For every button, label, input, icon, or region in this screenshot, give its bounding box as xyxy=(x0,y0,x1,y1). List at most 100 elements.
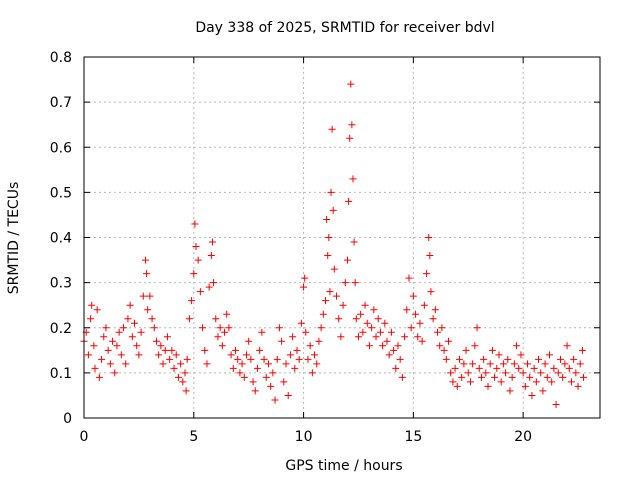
x-tick-label: 20 xyxy=(514,429,532,445)
data-point xyxy=(280,378,288,386)
data-point xyxy=(170,364,178,372)
data-point xyxy=(451,364,459,372)
data-point xyxy=(385,351,393,359)
data-point xyxy=(120,324,128,332)
grid xyxy=(84,57,600,418)
data-point xyxy=(229,364,237,372)
data-point xyxy=(392,364,400,372)
data-point xyxy=(372,333,380,341)
data-point xyxy=(191,220,199,228)
x-axis-label: GPS time / hours xyxy=(285,458,402,474)
y-tick-label: 0.4 xyxy=(50,231,72,247)
data-point xyxy=(429,315,437,323)
data-point xyxy=(484,382,492,390)
data-point xyxy=(469,360,477,368)
data-point xyxy=(381,319,389,327)
data-point xyxy=(394,342,402,350)
data-point xyxy=(455,355,463,363)
data-point xyxy=(141,256,149,264)
data-point xyxy=(183,355,191,363)
data-point xyxy=(409,292,417,300)
data-point xyxy=(234,355,242,363)
data-point xyxy=(567,378,575,386)
data-point xyxy=(137,328,145,336)
data-point xyxy=(574,382,582,390)
data-point xyxy=(337,333,345,341)
data-point xyxy=(157,342,165,350)
data-point xyxy=(256,346,264,354)
data-point xyxy=(348,121,356,129)
y-tick-label: 0.3 xyxy=(50,276,72,292)
data-point xyxy=(104,346,112,354)
x-tick-label: 15 xyxy=(404,429,422,445)
data-point xyxy=(545,351,553,359)
data-point xyxy=(126,301,134,309)
data-point xyxy=(319,310,327,318)
data-point xyxy=(390,346,398,354)
data-point xyxy=(497,378,505,386)
data-point xyxy=(361,301,369,309)
data-point xyxy=(155,351,163,359)
data-point xyxy=(418,337,426,345)
data-point xyxy=(238,360,246,368)
y-tick-label: 0.7 xyxy=(50,95,72,111)
data-point xyxy=(295,355,303,363)
data-point xyxy=(486,360,494,368)
data-point xyxy=(232,346,240,354)
data-point xyxy=(563,342,571,350)
data-point xyxy=(576,360,584,368)
data-point xyxy=(131,319,139,327)
data-point xyxy=(148,315,156,323)
data-point xyxy=(502,369,510,377)
data-point xyxy=(335,315,343,323)
data-point xyxy=(495,351,503,359)
data-point xyxy=(282,360,290,368)
data-point xyxy=(98,355,106,363)
data-point xyxy=(210,279,218,287)
data-point xyxy=(146,292,154,300)
data-point xyxy=(343,256,351,264)
data-point xyxy=(510,360,518,368)
data-point xyxy=(414,333,422,341)
data-point xyxy=(539,387,547,395)
data-point xyxy=(128,333,136,341)
data-point xyxy=(423,270,431,278)
data-point xyxy=(269,369,277,377)
data-point xyxy=(387,328,395,336)
data-point xyxy=(376,328,384,336)
data-point xyxy=(357,310,365,318)
data-point xyxy=(556,355,564,363)
data-point xyxy=(143,270,151,278)
data-point xyxy=(323,215,331,223)
data-point xyxy=(322,297,330,305)
data-point xyxy=(565,364,573,372)
data-point xyxy=(291,364,299,372)
data-point xyxy=(442,355,450,363)
data-point xyxy=(190,270,198,278)
y-axis-label: SRMTID / TECUs xyxy=(6,182,22,295)
data-point xyxy=(214,333,222,341)
data-point xyxy=(530,364,538,372)
data-point xyxy=(177,360,185,368)
data-point xyxy=(548,378,556,386)
data-point xyxy=(554,369,562,377)
data-point xyxy=(328,125,336,133)
data-point xyxy=(182,387,190,395)
data-point xyxy=(247,355,255,363)
data-point xyxy=(347,80,355,88)
data-point xyxy=(434,328,442,336)
data-point xyxy=(477,373,485,381)
data-point xyxy=(504,355,512,363)
data-point xyxy=(221,328,229,336)
data-point xyxy=(528,391,536,399)
data-point xyxy=(122,360,130,368)
data-point xyxy=(264,360,272,368)
data-point xyxy=(517,351,525,359)
data-point xyxy=(100,333,108,341)
data-point xyxy=(208,238,216,246)
data-point xyxy=(150,324,158,332)
data-point xyxy=(168,346,176,354)
data-point xyxy=(93,306,101,314)
data-point xyxy=(425,234,433,241)
data-point xyxy=(115,328,123,336)
